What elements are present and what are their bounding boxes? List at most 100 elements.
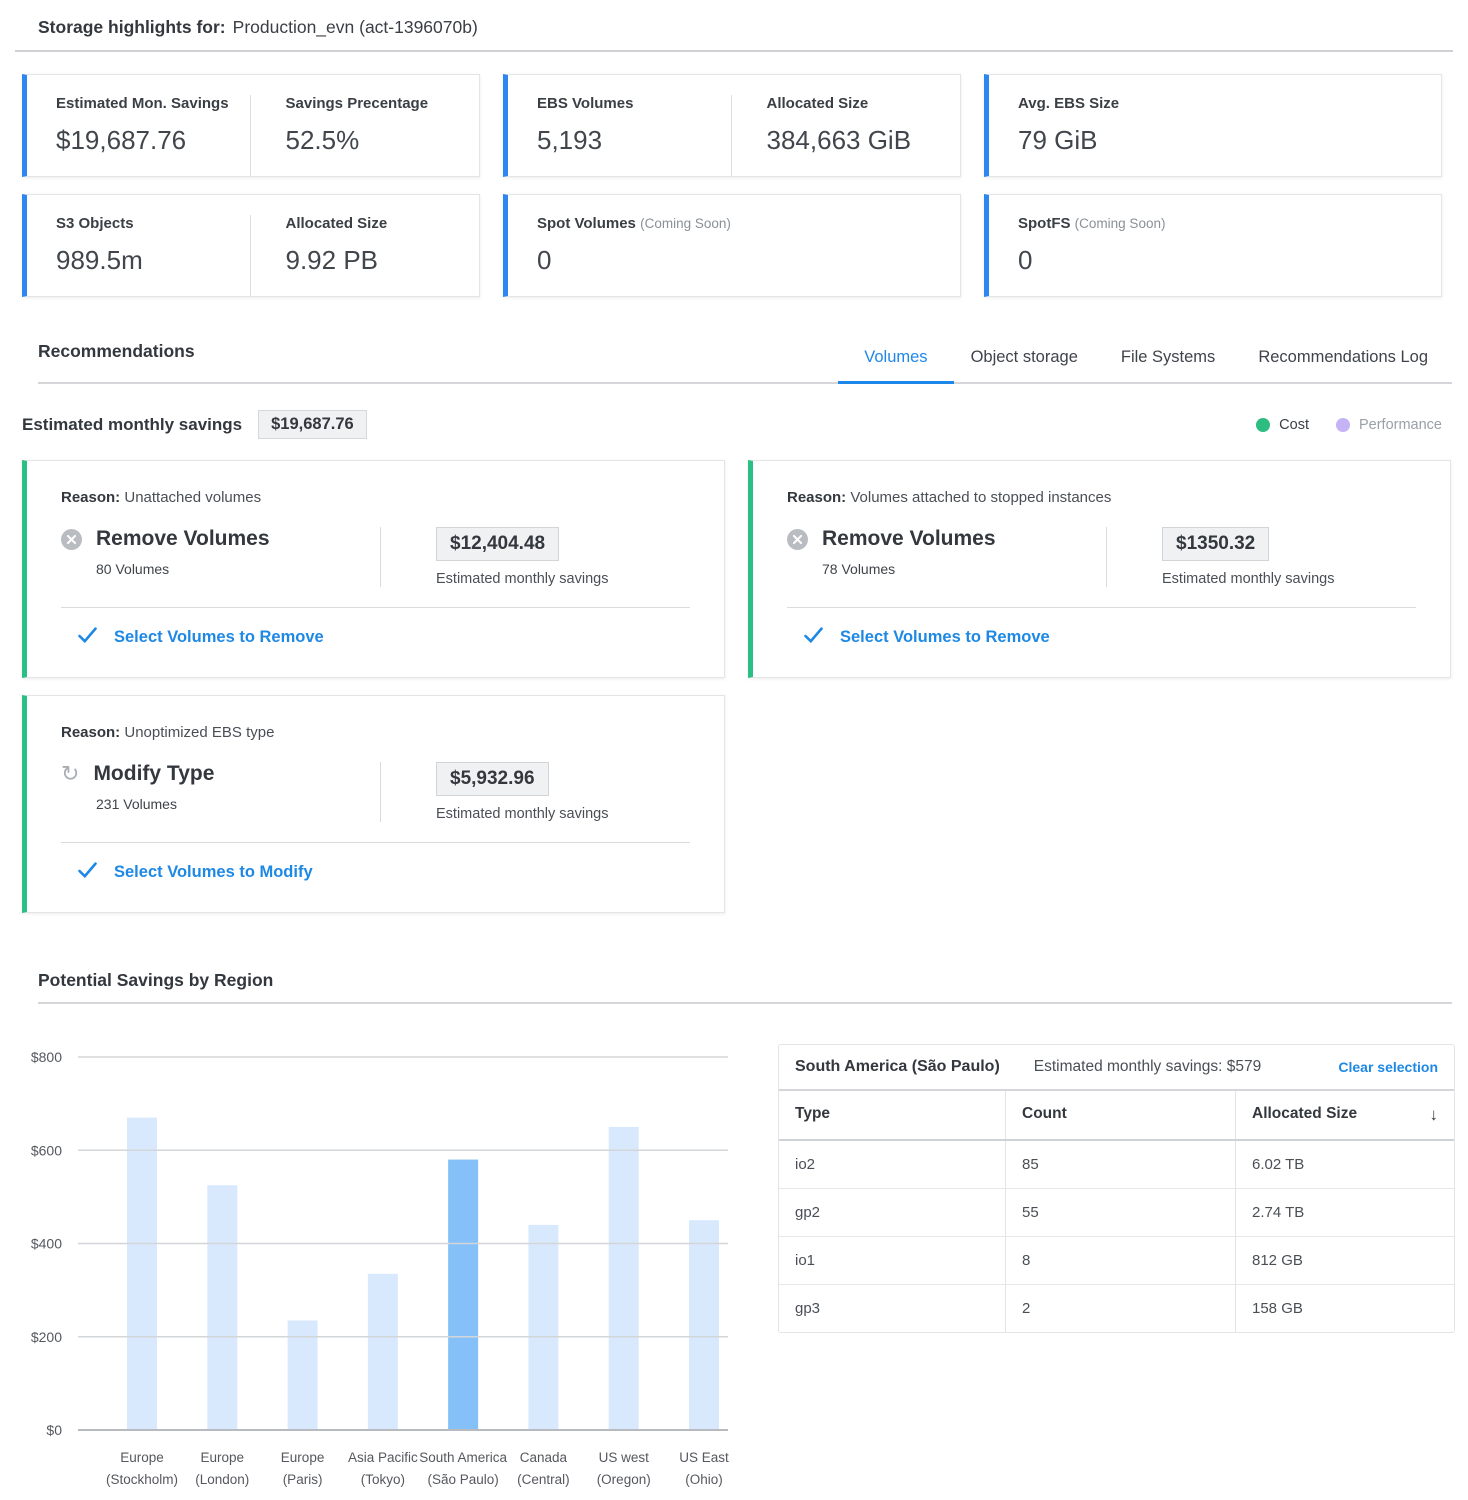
svg-text:(Ohio): (Ohio): [685, 1472, 723, 1487]
action-title: ↻ Modify Type: [61, 761, 215, 786]
region-bar-5[interactable]: [528, 1224, 559, 1430]
stat-label: Avg. EBS Size: [1018, 95, 1120, 112]
amount-caption: Estimated monthly savings: [436, 571, 609, 587]
legend-label: Cost: [1279, 416, 1309, 433]
savings-summary-row: Estimated monthly savings $19,687.76 Cos…: [22, 410, 1442, 439]
region-bar-3[interactable]: [367, 1273, 398, 1430]
stat-value: 9.92 PB: [285, 245, 379, 275]
svg-text:(Paris): (Paris): [283, 1472, 323, 1487]
stat-label: Allocated Size: [285, 215, 388, 232]
stat-pane: S3 Objects 989.5m: [27, 215, 250, 296]
recommendation-card-stopped-instances: Reason: Volumes attached to stopped inst…: [748, 460, 1451, 678]
stat-card-avg-ebs-size: Avg. EBS Size 79 GiB: [984, 74, 1442, 177]
volume-type-row[interactable]: io2 85 6.02 TB: [779, 1141, 1454, 1189]
stat-label: S3 Objects: [56, 215, 134, 232]
stat-label: Estimated Mon. Savings: [56, 95, 229, 112]
tab-volumes[interactable]: Volumes: [838, 348, 954, 384]
column-header-type: Type: [795, 1105, 831, 1122]
svg-text:Asia Pacific: Asia Pacific: [348, 1450, 418, 1465]
region-bar-4[interactable]: [448, 1159, 479, 1430]
stat-label: EBS Volumes: [537, 95, 634, 112]
stat-value: 384,663 GiB: [766, 125, 912, 155]
refresh-icon: ↻: [61, 761, 80, 786]
select-volumes-to-modify-link[interactable]: Select Volumes to Modify: [78, 862, 690, 883]
select-volumes-to-remove-link[interactable]: Select Volumes to Remove: [78, 627, 690, 648]
table-cell: 2.74 TB: [1235, 1189, 1454, 1236]
svg-text:$0: $0: [46, 1422, 62, 1438]
action-summary: Remove Volumes 80 Volumes: [61, 527, 380, 587]
reason-line: Reason: Unoptimized EBS type: [61, 724, 275, 741]
recommendations-header: Recommendations Volumes Object storage F…: [38, 341, 1452, 384]
svg-text:$200: $200: [31, 1329, 62, 1345]
stat-card-monthly-savings: Estimated Mon. Savings $19,687.76 Saving…: [22, 74, 480, 177]
action-summary: Remove Volumes 78 Volumes: [787, 527, 1106, 587]
action-summary: ↻ Modify Type 231 Volumes: [61, 762, 380, 822]
table-cell: io2: [795, 1156, 816, 1173]
stat-label: Spot Volumes (Coming Soon): [537, 215, 731, 232]
legend-item-cost: Cost: [1256, 417, 1309, 433]
table-cell: io1: [795, 1252, 816, 1269]
region-detail-table: South America (São Paulo) Estimated mont…: [778, 1044, 1455, 1333]
table-column-headers: Type Count Allocated Size ↓: [779, 1091, 1454, 1141]
region-bar-6[interactable]: [608, 1126, 639, 1430]
svg-text:Europe: Europe: [281, 1450, 325, 1465]
region-bar-2[interactable]: [287, 1320, 318, 1430]
column-header-allocated-size[interactable]: Allocated Size ↓: [1235, 1091, 1454, 1139]
select-volumes-to-remove-link[interactable]: Select Volumes to Remove: [804, 627, 1416, 648]
arrow-down-icon[interactable]: ↓: [1429, 1105, 1439, 1124]
stat-pane: Savings Precentage 52.5%: [249, 95, 480, 176]
tab-object-storage[interactable]: Object storage: [970, 348, 1078, 366]
region-bar-0[interactable]: [127, 1117, 157, 1430]
volume-type-row[interactable]: gp2 55 2.74 TB: [779, 1189, 1454, 1237]
region-bar-7[interactable]: [689, 1220, 719, 1430]
section-divider: [38, 1002, 1452, 1004]
svg-text:South America: South America: [419, 1450, 507, 1465]
savings-by-region-heading: Potential Savings by Region: [38, 970, 274, 990]
svg-text:US west: US west: [599, 1450, 650, 1465]
table-cell: 158 GB: [1235, 1285, 1454, 1332]
stat-card-s3-objects: S3 Objects 989.5m Allocated Size 9.92 PB: [22, 194, 480, 297]
stat-card-ebs-volumes: EBS Volumes 5,193 Allocated Size 384,663…: [503, 74, 961, 177]
volume-count: 231 Volumes: [96, 796, 177, 812]
circle-x-icon: [61, 528, 82, 550]
svg-text:(São Paulo): (São Paulo): [427, 1472, 498, 1487]
volume-type-row[interactable]: io1 8 812 GB: [779, 1237, 1454, 1285]
action-row: Remove Volumes 80 Volumes $12,404.48 Est…: [61, 527, 690, 587]
action-title: Remove Volumes: [787, 527, 1106, 551]
coming-soon-tag: (Coming Soon): [640, 216, 731, 231]
savings-estimate: $12,404.48 Estimated monthly savings: [380, 527, 690, 587]
header-divider: [15, 50, 1453, 52]
table-cell: 55: [1005, 1189, 1235, 1236]
volume-count: 80 Volumes: [96, 561, 170, 577]
table-cell: 6.02 TB: [1235, 1141, 1454, 1188]
stat-pane: Avg. EBS Size 79 GiB: [989, 95, 1441, 176]
stat-pane: Allocated Size 384,663 GiB: [730, 95, 961, 176]
clear-selection-link[interactable]: Clear selection: [1338, 1059, 1438, 1075]
stat-value: 989.5m: [56, 245, 143, 275]
savings-estimate: $1350.32 Estimated monthly savings: [1106, 527, 1416, 587]
svg-text:(Oregon): (Oregon): [597, 1472, 651, 1487]
cost-dot-icon: [1256, 417, 1271, 432]
action-row: Remove Volumes 78 Volumes $1350.32 Estim…: [787, 527, 1416, 587]
tab-recommendations-log[interactable]: Recommendations Log: [1258, 348, 1428, 366]
stat-pane: EBS Volumes 5,193: [508, 95, 731, 176]
circle-x-icon: [787, 528, 808, 550]
volume-type-row[interactable]: gp3 2 158 GB: [779, 1285, 1454, 1332]
card-divider: [61, 607, 690, 608]
check-icon: [804, 627, 823, 648]
savings-by-region-bar-chart[interactable]: $800 $600 $400 $200 $0 Europe (Stockholm) Europ…: [22, 1030, 752, 1500]
amount-badge: $1350.32: [1162, 527, 1270, 561]
recommendations-tabs: Volumes Object storage File Systems Reco…: [838, 348, 1428, 384]
stat-card-spot-volumes: Spot Volumes (Coming Soon) 0: [503, 194, 961, 297]
stat-pane: Estimated Mon. Savings $19,687.76: [27, 95, 250, 176]
reason-line: Reason: Unattached volumes: [61, 489, 262, 506]
table-body: io2 85 6.02 TB gp2 55 2.74 TB io1 8 812 GB gp3 2 15…: [779, 1141, 1454, 1332]
volume-count: 78 Volumes: [822, 561, 896, 577]
svg-text:Canada: Canada: [520, 1450, 568, 1465]
savings-label: Estimated monthly savings: [22, 414, 243, 434]
check-icon: [78, 627, 97, 648]
region-bar-1[interactable]: [207, 1185, 238, 1430]
svg-text:Europe: Europe: [120, 1450, 164, 1465]
storage-highlights-cards: Estimated Mon. Savings $19,687.76 Saving…: [22, 74, 1442, 297]
tab-file-systems[interactable]: File Systems: [1120, 348, 1216, 366]
